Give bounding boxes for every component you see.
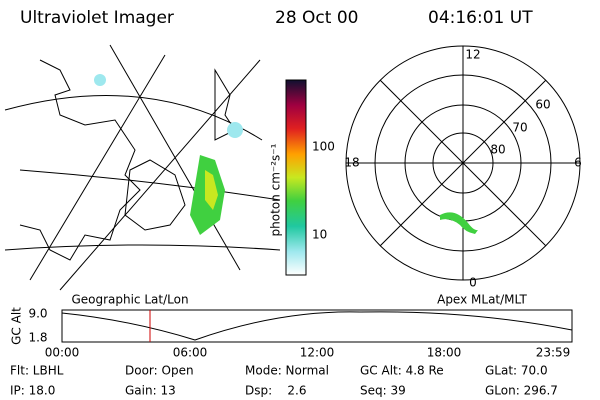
time: 04:16:01 UT [428, 8, 533, 28]
latitude-label: 70 [512, 121, 527, 135]
hour-label: 12 [465, 48, 480, 62]
info-field: Dsp: 2.6 [245, 384, 307, 398]
header: Ultraviolet Imager 28 Oct 00 04:16:01 UT [20, 8, 533, 28]
hour-label: 18 [344, 156, 359, 170]
map-label: Geographic Lat/Lon [71, 293, 188, 307]
colorbar-label: photon cm⁻²s⁻¹ [269, 143, 283, 236]
polar-plot [345, 45, 581, 281]
altitude-tick: 1.8 [28, 331, 47, 345]
time-tick: 18:00 [427, 346, 462, 360]
title: Ultraviolet Imager [20, 8, 174, 28]
info-field: GLat: 70.0 [485, 364, 548, 378]
time-tick: 06:00 [173, 346, 208, 360]
info-field: GC Alt: 4.8 Re [360, 364, 444, 378]
info-field: Flt: LBHL [10, 364, 64, 378]
altitude-label: GC Alt [10, 307, 24, 345]
hour-label: 0 [469, 276, 477, 290]
time-tick: 12:00 [300, 346, 335, 360]
info-field: Gain: 13 [125, 384, 176, 398]
colorbar-tick: 10 [312, 228, 327, 242]
colorbar-tick: 100 [312, 140, 335, 154]
colorbar [285, 79, 307, 276]
info-field: GLon: 296.7 [485, 384, 558, 398]
info-field: Seq: 39 [360, 384, 406, 398]
time-tick: 00:00 [45, 346, 80, 360]
info-field: Door: Open [125, 364, 194, 378]
polar-label: Apex MLat/MLT [437, 293, 527, 307]
latitude-label: 60 [535, 98, 550, 112]
altitude-tick: 9.0 [28, 307, 47, 321]
date: 28 Oct 00 [275, 8, 358, 28]
info-field: IP: 18.0 [10, 384, 55, 398]
hour-label: 6 [574, 156, 582, 170]
map-image [4, 44, 281, 291]
altitude-curve [61, 311, 573, 341]
latitude-label: 80 [490, 143, 505, 157]
info-field: Mode: Normal [245, 364, 329, 378]
time-tick: 23:59 [536, 346, 571, 360]
altitude-panel [61, 309, 573, 343]
